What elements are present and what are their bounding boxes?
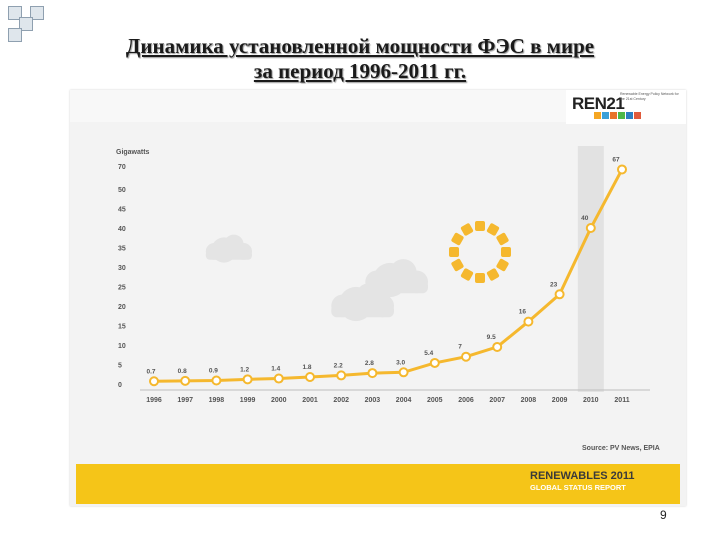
data-label: 0.9 — [209, 367, 218, 374]
data-point — [429, 357, 440, 368]
x-tick-label: 2000 — [271, 397, 287, 404]
y-tick-label: 50 — [118, 187, 126, 194]
y-tick-label: 35 — [118, 246, 126, 253]
data-point — [617, 164, 627, 175]
slide-title-line-2: за период 1996-2011 гг. — [253, 59, 467, 83]
slide-title: Динамика установленной мощности ФЭС в ми… — [60, 34, 660, 84]
data-label: 1.2 — [240, 366, 249, 373]
data-point — [211, 375, 222, 386]
y-tick-label: 45 — [118, 207, 126, 214]
data-label: 0.7 — [146, 368, 155, 375]
data-label: 1.8 — [302, 364, 311, 371]
x-tick-label: 2004 — [396, 397, 412, 404]
cloud-icon — [331, 283, 394, 322]
data-label: 2.2 — [334, 362, 343, 369]
y-tick-label: 40 — [118, 226, 126, 233]
x-tick-label: 1999 — [240, 397, 256, 404]
data-point — [398, 367, 409, 378]
data-label: 40 — [581, 215, 589, 222]
y-tick-label: 10 — [118, 343, 126, 350]
series-line — [153, 168, 624, 383]
data-point — [554, 289, 565, 300]
logo-tile-icon — [634, 112, 641, 119]
y-tick-label: 15 — [118, 324, 126, 331]
data-point — [523, 316, 534, 327]
x-tick-label: 2003 — [365, 397, 381, 404]
y-tick-label: 20 — [118, 304, 126, 311]
data-point — [585, 223, 596, 233]
x-tick-label: 2009 — [552, 397, 568, 404]
logo-tile-icon — [626, 112, 633, 119]
slide-title-line-1: Динамика установленной мощности ФЭС в ми… — [125, 34, 595, 58]
x-tick-label: 2010 — [583, 397, 599, 404]
data-label: 7 — [458, 344, 462, 351]
report-band — [76, 464, 680, 504]
y-tick-label: 30 — [118, 265, 126, 272]
chart-image: REN21 Renewable Energy Policy Network fo… — [70, 90, 686, 506]
cloud-icon — [205, 234, 253, 263]
data-label: 67 — [612, 156, 620, 163]
report-title: RENEWABLES 2011 — [530, 470, 635, 482]
x-tick-label: 2002 — [333, 397, 349, 404]
logo-subtitle: Renewable Energy Policy Network for the … — [620, 92, 679, 101]
y-tick-label: 70 — [118, 164, 126, 171]
y-axis-label: Gigawatts — [116, 149, 150, 156]
logo-tile-icon — [602, 112, 609, 119]
data-label: 16 — [519, 309, 527, 316]
x-tick-label: 2006 — [458, 397, 474, 404]
ren21-logo: REN21 Renewable Energy Policy Network fo… — [566, 90, 686, 124]
logo-icons — [594, 112, 641, 119]
data-point — [367, 368, 378, 379]
report-subtitle: GLOBAL STATUS REPORT — [530, 483, 626, 492]
data-point — [492, 341, 503, 352]
data-label: 0.8 — [178, 368, 187, 375]
data-point — [273, 373, 284, 384]
data-point — [336, 370, 347, 381]
logo-tile-icon — [618, 112, 625, 119]
logo-tile-icon — [594, 112, 601, 119]
sun-icon — [449, 221, 511, 283]
data-point — [242, 374, 253, 385]
x-tick-label: 2008 — [521, 397, 537, 404]
x-tick-label: 2005 — [427, 397, 443, 404]
data-label: 9.5 — [487, 334, 496, 341]
decorative-square — [30, 6, 44, 20]
x-tick-label: 2011 — [614, 397, 629, 404]
data-point — [149, 376, 159, 387]
x-tick-label: 1997 — [177, 397, 193, 404]
decorative-square — [19, 17, 33, 31]
data-label: 23 — [550, 281, 558, 288]
decorative-square — [8, 28, 22, 42]
chart-decorations — [205, 221, 511, 322]
x-tick-label: 1996 — [146, 397, 162, 404]
y-tick-label: 5 — [118, 363, 122, 370]
data-point — [180, 375, 191, 386]
y-tick-label: 0 — [118, 382, 122, 389]
data-label: 3.0 — [396, 359, 405, 366]
logo-text: REN21 — [572, 94, 625, 113]
highlight-column — [577, 146, 604, 392]
x-tick-label: 1998 — [209, 397, 225, 404]
x-tick-label: 2007 — [489, 397, 505, 404]
page-number: 9 — [660, 508, 667, 522]
source-note: Source: PV News, EPIA — [582, 445, 660, 452]
data-point — [305, 371, 315, 382]
logo-tile-icon — [610, 112, 617, 119]
y-tick-label: 25 — [118, 285, 126, 292]
data-label: 5.4 — [424, 350, 433, 357]
data-point — [461, 351, 471, 362]
decorative-square — [8, 6, 22, 20]
x-tick-label: 2001 — [302, 397, 318, 404]
data-label: 2.8 — [365, 360, 374, 367]
data-label: 1.4 — [271, 366, 280, 373]
solar-capacity-chart: 0 5 10 15 20 25 30 35 40 45 50 70 1996 1997 1998 1999 20… — [116, 146, 660, 452]
